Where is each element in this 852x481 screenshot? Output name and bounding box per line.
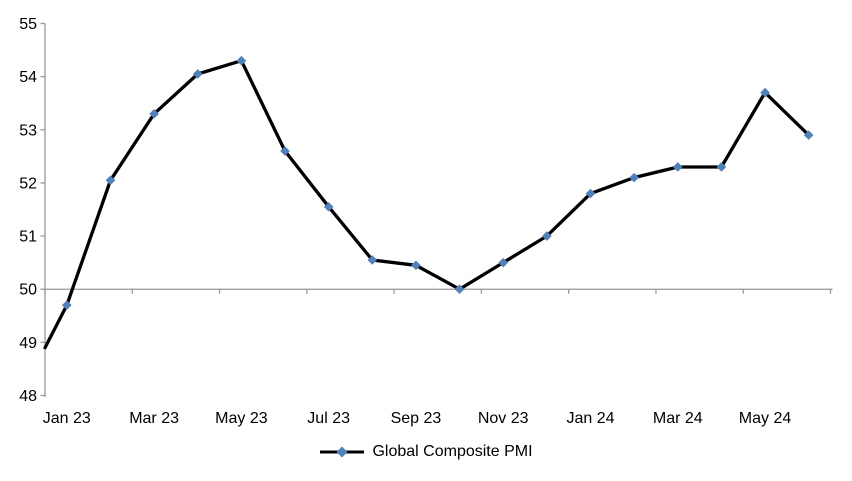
data-point-marker: [62, 300, 72, 310]
x-tick-label: Nov 23: [478, 410, 529, 427]
data-point-marker: [672, 162, 683, 172]
data-point-marker: [498, 257, 509, 268]
data-point-marker: [542, 231, 552, 241]
x-tick-label: Sep 23: [391, 410, 442, 427]
data-point-marker: [236, 55, 247, 66]
legend-label: Global Composite PMI: [372, 443, 533, 460]
legend: Global Composite PMI: [0, 442, 852, 462]
y-tick-label: 48: [19, 388, 37, 405]
x-tick-label: Jan 24: [566, 410, 614, 427]
pmi-line-series: [43, 59, 811, 350]
y-tick-label: 51: [19, 229, 37, 246]
plot-area: 48 49 50 51 52 53 54 55 Jan 23 Mar 23 May 23 Jul 23…: [19, 16, 833, 427]
y-tick-label: 50: [19, 282, 37, 299]
data-point-marker: [411, 260, 421, 271]
data-point-marker: [716, 162, 727, 172]
data-point-marker: [149, 109, 159, 119]
data-point-marker: [803, 130, 814, 140]
data-point-marker: [280, 146, 290, 156]
y-tick-label: 53: [19, 122, 37, 139]
x-tick-label: May 23: [215, 410, 268, 427]
x-tick-label: Jan 23: [43, 410, 91, 427]
x-tick-label: Mar 24: [653, 410, 703, 427]
x-tick-label: Jul 23: [307, 410, 350, 427]
data-point-marker: [454, 284, 465, 295]
y-tick-label: 55: [19, 16, 37, 33]
data-point-marker: [105, 175, 116, 186]
data-point-marker: [367, 255, 378, 265]
data-point-marker: [192, 69, 203, 79]
y-tick-label: 52: [19, 175, 37, 192]
y-tick-label: 49: [19, 335, 37, 352]
data-point-marker: [585, 188, 596, 199]
data-point-marker: [629, 172, 639, 183]
data-point-marker: [760, 87, 770, 98]
data-point-marker: [323, 202, 334, 212]
x-tick-label: May 24: [739, 410, 792, 427]
x-tick-label: Mar 23: [129, 410, 179, 427]
legend-marker-icon: [320, 446, 365, 458]
y-tick-label: 54: [19, 69, 37, 86]
